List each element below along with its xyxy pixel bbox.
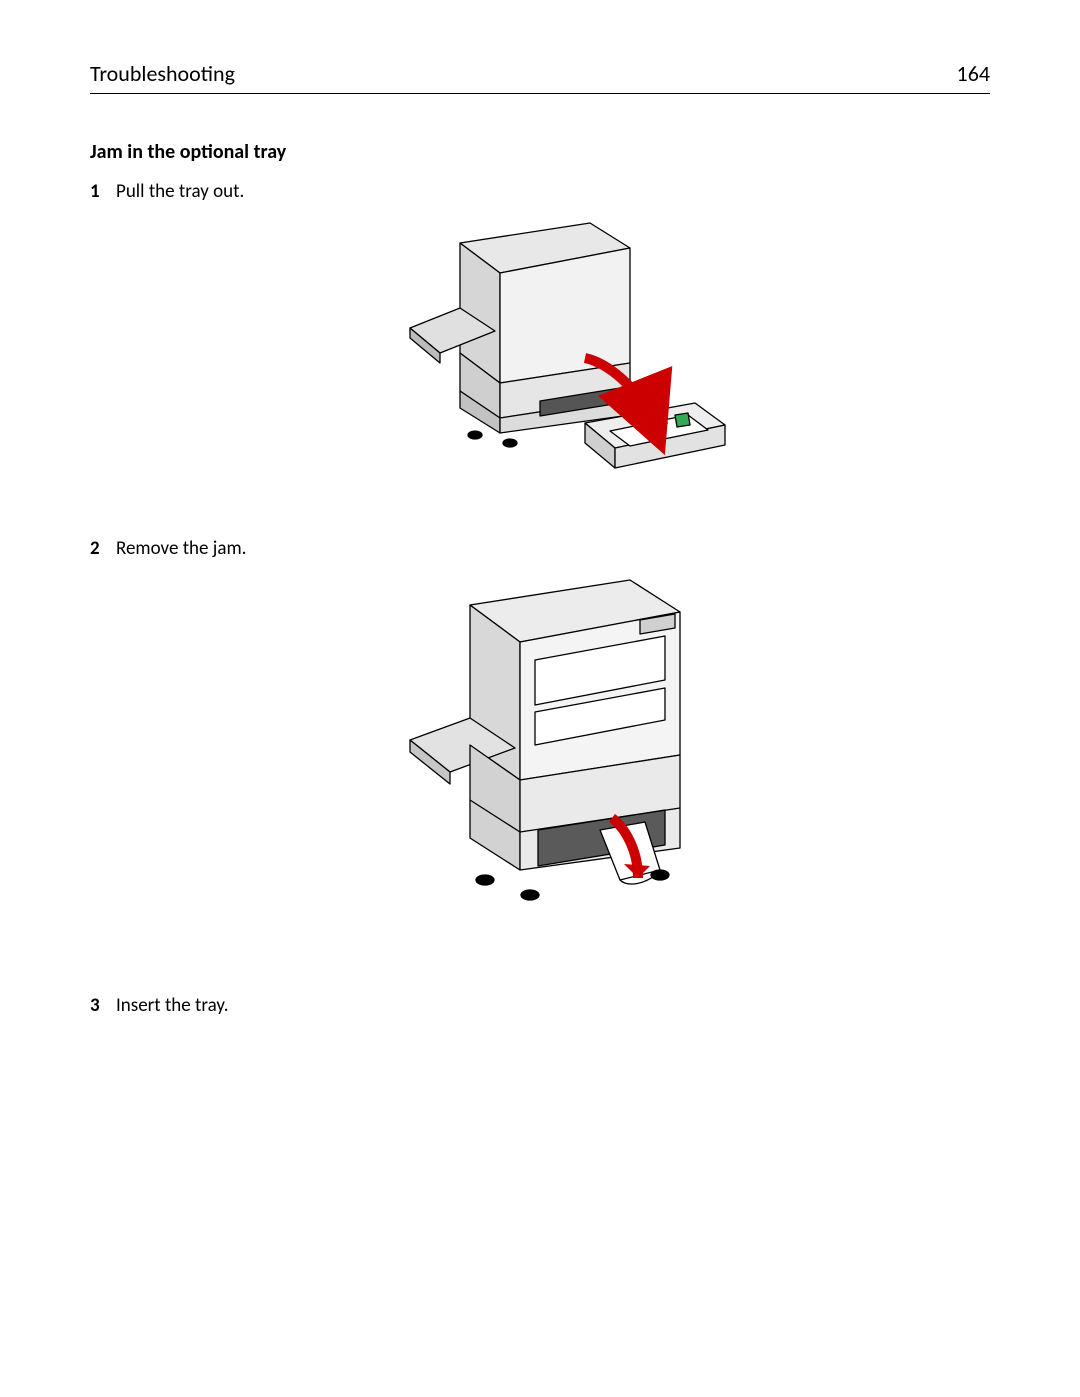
step-text: Remove the jam. [116, 537, 246, 560]
step-text: Pull the tray out. [116, 180, 244, 203]
page-header: Troubleshooting 164 [90, 60, 990, 94]
figure-pull-tray-out [90, 213, 990, 513]
step-1: 1 Pull the tray out. [90, 180, 990, 203]
step-text: Insert the tray. [116, 994, 229, 1017]
figure-remove-jam [90, 570, 990, 970]
page-number: 164 [957, 60, 990, 87]
step-3: 3 Insert the tray. [90, 994, 990, 1017]
section-title: Troubleshooting [90, 60, 235, 87]
step-number: 3 [90, 994, 116, 1017]
printer-illustration-icon [340, 213, 740, 513]
document-page: Troubleshooting 164 Jam in the optional … [0, 0, 1080, 1397]
section-heading: Jam in the optional tray [90, 140, 990, 164]
step-number: 2 [90, 537, 116, 560]
step-2: 2 Remove the jam. [90, 537, 990, 560]
printer-illustration-icon [340, 570, 740, 970]
step-number: 1 [90, 180, 116, 203]
